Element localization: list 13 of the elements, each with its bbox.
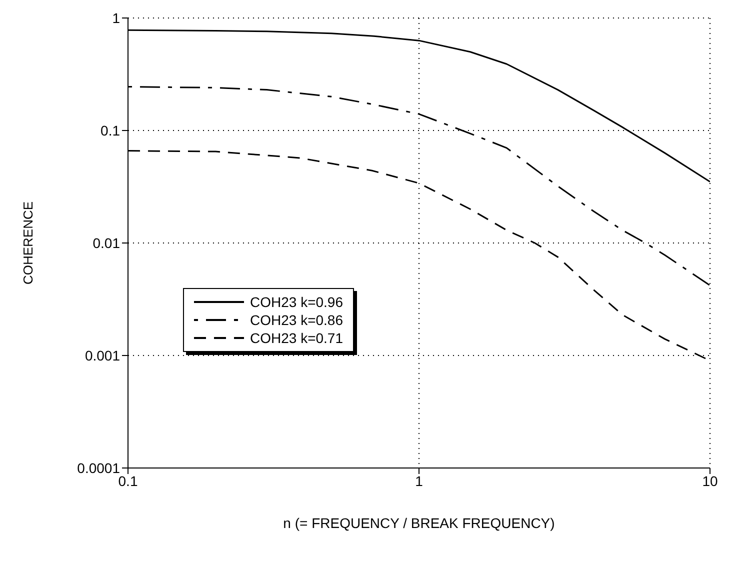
x-tick-label: 0.1 — [118, 472, 138, 489]
x-tick-label: 10 — [702, 472, 718, 489]
legend-label: COH23 k=0.71 — [250, 329, 343, 347]
legend-label: COH23 k=0.96 — [250, 293, 343, 311]
y-tick-label: 0.0001 — [77, 460, 120, 476]
y-tick-label: 0.1 — [100, 122, 120, 138]
y-axis-title: COHERENCE — [20, 201, 36, 285]
y-tick-label: 0.01 — [92, 234, 120, 251]
x-axis-title: n (= FREQUENCY / BREAK FREQUENCY) — [283, 515, 555, 531]
y-tick-label: 0.001 — [84, 347, 120, 364]
y-tick-label: 1 — [112, 10, 120, 26]
x-tick-label: 1 — [415, 472, 424, 489]
legend-label: COH23 k=0.86 — [250, 311, 343, 329]
